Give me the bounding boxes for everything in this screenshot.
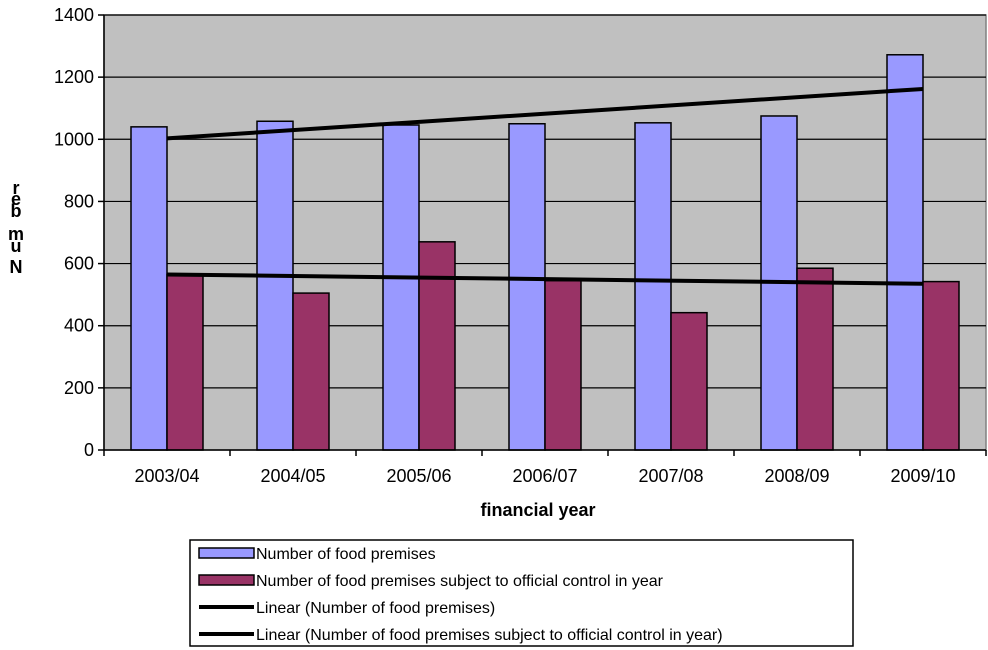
legend-label: Linear (Number of food premises)	[256, 600, 495, 617]
bar-official-control	[418, 241, 456, 451]
y-tick-label: 600	[64, 254, 94, 274]
x-tick-label: 2008/09	[764, 466, 829, 486]
x-axis-title: financial year	[480, 500, 595, 520]
bar-food-premises	[382, 124, 420, 451]
axes	[98, 14, 987, 456]
y-tick-label: 400	[64, 316, 94, 336]
y-tick-label: 0	[84, 440, 94, 460]
bar-official-control	[166, 273, 204, 451]
y-tick-label: 1400	[54, 5, 94, 25]
legend-label: Linear (Number of food premises subject …	[256, 627, 723, 644]
bar-official-control	[292, 292, 330, 451]
bar-food-premises	[886, 54, 924, 451]
bar-food-premises	[508, 123, 546, 451]
bar-official-control	[796, 267, 834, 451]
legend-label: Number of food premises	[256, 546, 436, 563]
bar-official-control	[544, 279, 582, 451]
trendline-official-control	[166, 272, 924, 286]
x-tick-label: 2007/08	[638, 466, 703, 486]
trendline-food-premises	[166, 86, 924, 141]
trendlines	[166, 86, 924, 286]
legend-box	[189, 539, 854, 647]
x-tick-label: 2005/06	[386, 466, 451, 486]
bars	[130, 54, 960, 451]
y-tick-labels: 0 200 400 600 800 1000 1200 1400	[54, 5, 94, 460]
bar-food-premises	[634, 122, 672, 451]
x-tick-label: 2009/10	[890, 466, 955, 486]
x-tick-label: 2003/04	[134, 466, 199, 486]
legend-swatch	[198, 547, 255, 559]
bar-official-control	[922, 280, 960, 451]
x-tick-labels: 2003/04 2004/05 2005/06 2006/07 2007/08 2008/…	[134, 466, 955, 486]
legend: Number of food premises Number of food pr…	[189, 539, 854, 647]
legend-label: Number of food premises subject to offic…	[256, 573, 664, 590]
x-tick-label: 2006/07	[512, 466, 577, 486]
y-tick-label: 200	[64, 378, 94, 398]
legend-swatch	[198, 574, 255, 586]
y-tick-label: 800	[64, 191, 94, 211]
bar-official-control	[670, 311, 708, 451]
y-tick-label: 1000	[54, 129, 94, 149]
bar-food-premises	[256, 120, 294, 451]
x-tick-label: 2004/05	[260, 466, 325, 486]
y-tick-label: 1200	[54, 67, 94, 87]
bar-food-premises	[130, 126, 168, 451]
